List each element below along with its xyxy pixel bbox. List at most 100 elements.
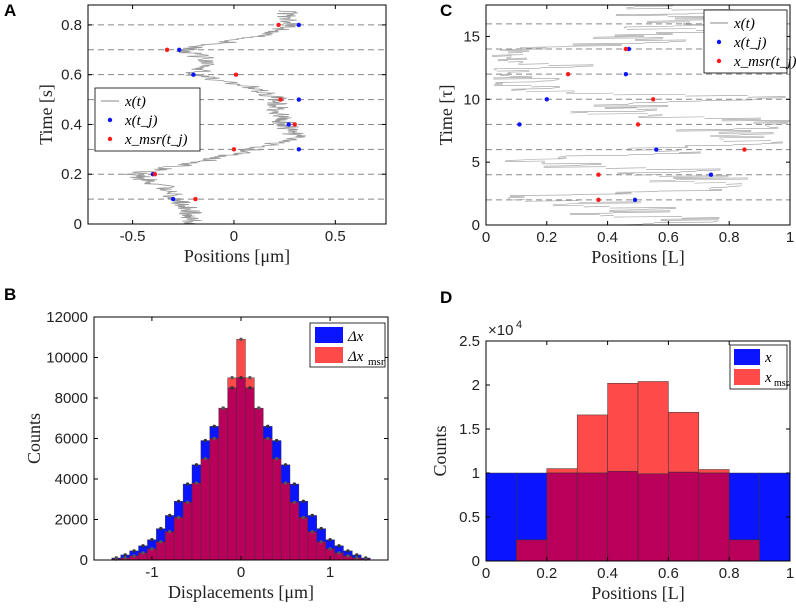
bar-top bbox=[182, 483, 193, 503]
trajectory-segment bbox=[500, 49, 530, 52]
x-tick-label: 0 bbox=[482, 229, 490, 246]
delta-x-msr-point bbox=[132, 554, 136, 558]
trajectory-segment bbox=[694, 182, 727, 184]
trajectory-segment bbox=[552, 203, 569, 205]
bar-top bbox=[165, 515, 175, 532]
trajectory-segment bbox=[587, 113, 649, 115]
legend-dot-swatch bbox=[716, 58, 722, 64]
delta-x-point bbox=[168, 513, 172, 518]
trajectory-segment bbox=[508, 71, 530, 73]
x-axis-label: Positions [L] bbox=[591, 583, 685, 603]
x-tick-label: 0 bbox=[230, 228, 238, 245]
legend-label: x_msr(t_j) bbox=[733, 54, 796, 70]
trajectory-segment bbox=[710, 186, 729, 188]
measured-point bbox=[231, 147, 237, 152]
trajectory-segment bbox=[718, 131, 752, 133]
trajectory-segment bbox=[569, 212, 614, 214]
trajectory-segment bbox=[740, 184, 742, 186]
bar-top bbox=[298, 501, 309, 518]
trajectory-segment bbox=[721, 119, 790, 122]
trajectory-segment bbox=[683, 22, 690, 24]
trajectory-segment bbox=[604, 107, 637, 109]
delta-x-point bbox=[159, 526, 163, 531]
y-tick-label: 1.5 bbox=[459, 421, 480, 438]
panel-B: -1 0 1 0 2000 4000 6000 8000 10000 12000 Displacem… bbox=[4, 285, 389, 602]
bar-top bbox=[316, 528, 326, 542]
bar-overlap bbox=[516, 539, 548, 562]
bar-top bbox=[607, 382, 639, 472]
trajectory-segment bbox=[541, 161, 546, 164]
legend-label: x(t_j) bbox=[124, 113, 157, 129]
trajectory-segment bbox=[638, 115, 663, 117]
trajectory-segment bbox=[628, 103, 633, 105]
trajectory-segment bbox=[609, 209, 646, 211]
bar-top bbox=[156, 528, 166, 542]
delta-x-msr-point bbox=[346, 554, 350, 558]
y-tick-label: 0.8 bbox=[61, 17, 82, 34]
x-tick-label: 0.2 bbox=[536, 565, 557, 582]
trajectory-segment bbox=[669, 40, 687, 43]
trajectory-segment bbox=[583, 205, 610, 208]
legend-label: Δx bbox=[347, 349, 364, 365]
trajectory-segment bbox=[655, 150, 680, 152]
trajectory-segment bbox=[604, 106, 669, 108]
bar-overlap bbox=[637, 473, 669, 562]
legend-swatch-delta-x-msr bbox=[315, 347, 343, 363]
trajectory-segment bbox=[505, 160, 546, 162]
axes-box bbox=[485, 4, 791, 226]
true-point bbox=[286, 122, 291, 127]
trajectory-segment bbox=[733, 143, 762, 145]
bar-overlap bbox=[165, 531, 175, 561]
bar-overlap bbox=[236, 377, 246, 561]
y-multiplier-exp: 4 bbox=[516, 319, 522, 331]
true-point bbox=[296, 97, 302, 102]
trajectory-line bbox=[123, 10, 306, 225]
y-axis-label: Time [τ] bbox=[436, 84, 456, 145]
trajectory-segment bbox=[646, 21, 690, 23]
trajectory-segment bbox=[543, 165, 581, 167]
trajectory-segment bbox=[709, 188, 723, 191]
legend-label: x(t) bbox=[733, 16, 755, 32]
true-point bbox=[632, 197, 638, 203]
trajectory-segment bbox=[632, 101, 669, 104]
bar-overlap bbox=[227, 387, 237, 561]
trajectory-segment bbox=[609, 210, 671, 212]
trajectory-segment bbox=[506, 57, 528, 59]
delta-x-msr-point bbox=[337, 551, 341, 555]
trajectory-segment bbox=[728, 185, 741, 187]
trajectory-segment bbox=[509, 194, 573, 196]
y-axis-label: Counts bbox=[24, 413, 44, 464]
trajectory-segment bbox=[508, 198, 510, 200]
measured-point bbox=[635, 122, 641, 127]
trajectory-segment bbox=[628, 153, 655, 156]
measured-point bbox=[596, 197, 601, 203]
trajectory-segment bbox=[492, 54, 523, 56]
trajectory-segment bbox=[680, 170, 697, 173]
delta-x-point bbox=[132, 549, 136, 553]
delta-x-point bbox=[150, 538, 154, 542]
trajectory-segment bbox=[719, 136, 765, 139]
delta-x-msr-point bbox=[301, 515, 306, 520]
panel-letter: A bbox=[4, 1, 16, 20]
trajectory-segment bbox=[511, 88, 553, 90]
trajectory-segment bbox=[675, 178, 748, 181]
trajectory-segment bbox=[626, 6, 635, 9]
bar-top bbox=[307, 515, 317, 532]
bar-top bbox=[209, 426, 219, 439]
bar-top bbox=[546, 468, 578, 474]
delta-x-point bbox=[212, 424, 216, 429]
delta-x-point bbox=[337, 544, 341, 548]
bar-top bbox=[271, 440, 282, 459]
trajectory-segment bbox=[723, 140, 772, 142]
true-point bbox=[654, 147, 659, 152]
true-point bbox=[623, 71, 629, 77]
trajectory-segment bbox=[710, 134, 742, 136]
measured-point bbox=[596, 172, 601, 177]
delta-x-point bbox=[328, 538, 332, 542]
bar-top bbox=[637, 381, 669, 475]
trajectory-segment bbox=[726, 183, 742, 185]
measured-point bbox=[565, 71, 571, 77]
delta-x-msr-point bbox=[310, 529, 314, 534]
delta-x-point bbox=[266, 424, 270, 429]
delta-x-msr-point bbox=[123, 556, 127, 560]
